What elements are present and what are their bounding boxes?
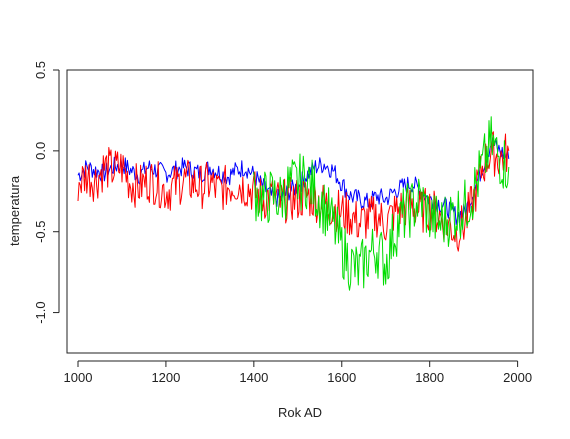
y-tick-label: 0.0 (33, 142, 48, 160)
x-tick-label: 1800 (415, 370, 444, 385)
plot-frame (66, 69, 534, 354)
y-axis: -1.0 -0.5 0.0 0.5 (33, 61, 60, 324)
x-tick-label: 1600 (327, 370, 356, 385)
series-line-3 (253, 116, 510, 291)
y-tick-label: -1.0 (33, 301, 48, 323)
x-tick-label: 2000 (503, 370, 532, 385)
x-axis: 1000 1200 1400 1600 1800 2000 (64, 360, 532, 385)
x-tick-label: 1400 (239, 370, 268, 385)
y-tick-label: 0.5 (33, 61, 48, 79)
series-layer (77, 116, 510, 291)
x-tick-label: 1200 (151, 370, 180, 385)
y-axis-title: temperatura (7, 175, 22, 246)
x-axis-title: Rok AD (278, 405, 322, 420)
y-tick-label: -0.5 (33, 221, 48, 243)
x-tick-label: 1000 (64, 370, 93, 385)
series-line-2 (77, 131, 510, 252)
